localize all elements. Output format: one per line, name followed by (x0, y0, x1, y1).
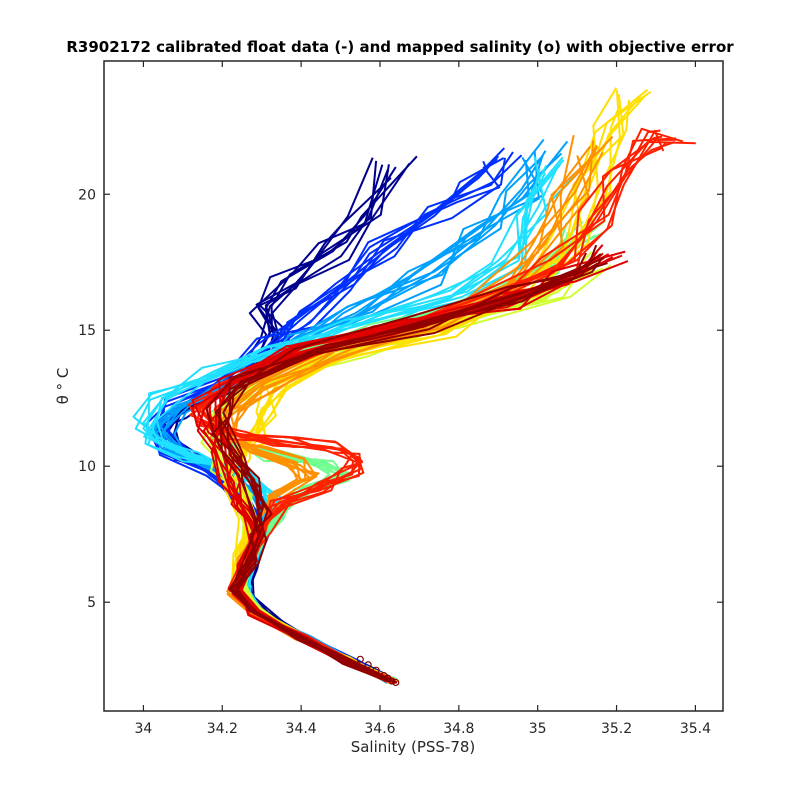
mapped-salinity-markers (356, 655, 400, 687)
profile-late-darkred-8 (226, 262, 599, 682)
profile-late-darkred-7 (224, 258, 594, 682)
profile-orange (221, 144, 598, 683)
x-tick-label: 34.2 (207, 721, 238, 737)
profile-yellow-8 (229, 99, 631, 681)
y-tick-label: 15 (78, 323, 96, 339)
x-tick-label: 35.4 (680, 721, 711, 737)
mapped-salinity-marker (388, 677, 396, 685)
y-axis-ticks: 5 10 15 20 (78, 187, 723, 611)
profile-early-darkblue-3 (152, 164, 394, 681)
profile-orange-5 (219, 136, 614, 682)
mapped-salinity-marker (392, 678, 400, 687)
axes-box (103, 60, 724, 712)
x-tick-label: 34.6 (364, 721, 395, 737)
x-axis-label: Salinity (PSS-78) (351, 738, 476, 756)
profile-early-blue-3 (153, 158, 498, 681)
mapped-salinity-marker (364, 661, 372, 669)
profile-early-darkblue-1 (157, 169, 395, 681)
x-tick-label: 35.2 (601, 721, 632, 737)
mapped-salinity-marker (372, 666, 380, 674)
x-axis-ticks: 34 34.2 34.4 34.6 34.8 35 35.2 35.4 (135, 61, 711, 737)
x-tick-label: 35 (529, 721, 547, 737)
profile-cyan-8 (134, 172, 546, 684)
mapped-salinity-marker (356, 655, 364, 663)
profile-orange-7 (226, 155, 590, 684)
chart-title: R3902172 calibrated float data (-) and m… (66, 38, 734, 56)
y-tick-label: 10 (78, 459, 96, 475)
profile-yellow-7 (231, 87, 618, 681)
profile-early-darkblue-7 (172, 177, 392, 684)
profile-orange-4 (229, 151, 604, 683)
x-tick-label: 34 (135, 721, 153, 737)
y-tick-label: 5 (87, 595, 96, 611)
profile-orange-3 (216, 134, 575, 681)
x-tick-label: 34.8 (443, 721, 474, 737)
y-tick-label: 20 (78, 187, 96, 203)
plot-area (132, 87, 696, 685)
x-tick-label: 34.4 (286, 721, 317, 737)
y-axis-label: θ ° C (54, 368, 72, 405)
